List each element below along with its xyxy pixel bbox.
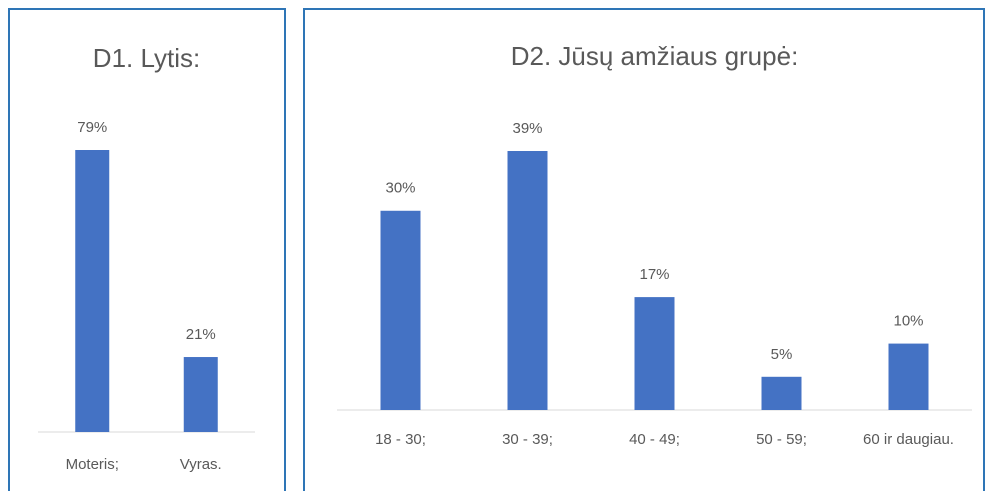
- panel-border: [8, 8, 286, 491]
- x-tick-label: 40 - 49;: [629, 431, 680, 448]
- bar: [761, 376, 802, 410]
- data-label: 10%: [893, 313, 923, 330]
- data-label: 30%: [385, 180, 415, 197]
- bar: [75, 150, 110, 432]
- bar: [507, 151, 548, 410]
- chart-title: D1. Lytis:: [93, 43, 200, 73]
- bar: [634, 297, 675, 410]
- data-label: 21%: [186, 326, 216, 343]
- x-tick-label: 50 - 59;: [756, 431, 807, 448]
- x-tick-label: Moteris;: [66, 456, 119, 473]
- panel-border: [303, 8, 985, 491]
- x-tick-label: 18 - 30;: [375, 431, 426, 448]
- data-label: 17%: [639, 266, 669, 283]
- bar: [380, 210, 421, 410]
- bar: [888, 343, 929, 410]
- chart-title: D2. Jūsų amžiaus grupė:: [511, 41, 799, 71]
- x-tick-label: 30 - 39;: [502, 431, 553, 448]
- x-tick-label: Vyras.: [180, 456, 222, 473]
- data-label: 79%: [77, 119, 107, 136]
- bar: [183, 357, 218, 432]
- data-label: 39%: [512, 120, 542, 137]
- x-tick-label: 60 ir daugiau.: [863, 431, 954, 448]
- data-label: 5%: [771, 346, 793, 363]
